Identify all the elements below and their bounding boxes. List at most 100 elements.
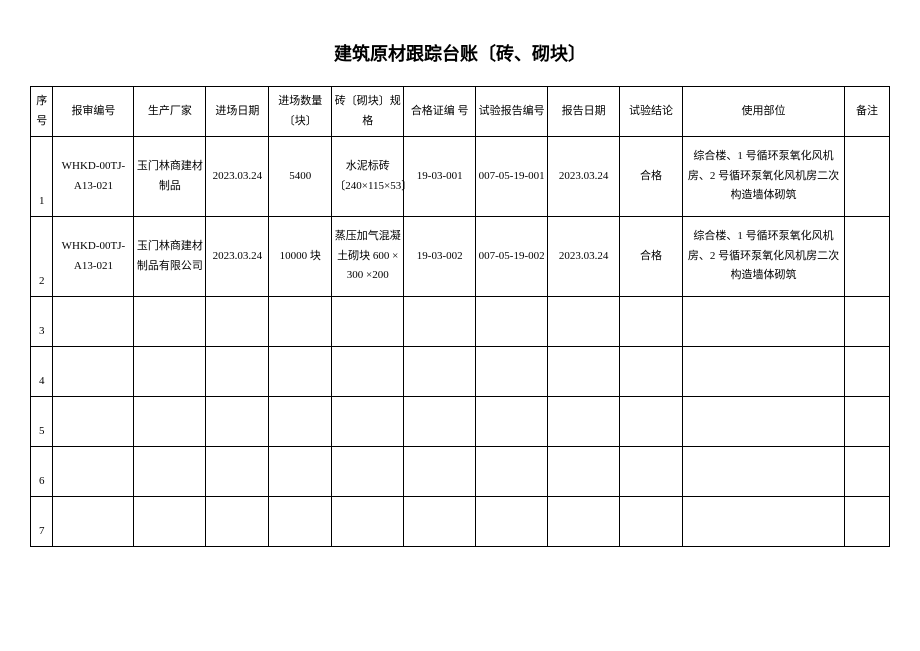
cell-manufacturer — [134, 447, 206, 497]
cell-report-no — [53, 497, 134, 547]
cell-manufacturer — [134, 497, 206, 547]
cell-date-in — [206, 397, 269, 447]
header-test-result: 试验结论 — [620, 87, 683, 137]
cell-remark — [844, 217, 889, 297]
cell-cert-no — [404, 347, 476, 397]
cell-test-result — [620, 447, 683, 497]
cell-report-date: 2023.03.24 — [548, 137, 620, 217]
cell-report-no: WHKD-00TJ-A13-021 — [53, 137, 134, 217]
cell-seq: 2 — [31, 217, 53, 297]
cell-remark — [844, 397, 889, 447]
table-row: 2 WHKD-00TJ-A13-021 玉门林商建材制品有限公司 2023.03… — [31, 217, 890, 297]
header-spec: 砖〔砌块〕规格 — [332, 87, 404, 137]
cell-quantity — [269, 397, 332, 447]
cell-test-result — [620, 347, 683, 397]
table-row: 7 — [31, 497, 890, 547]
cell-report-date — [548, 447, 620, 497]
cell-date-in: 2023.03.24 — [206, 217, 269, 297]
header-date-in: 进场日期 — [206, 87, 269, 137]
cell-manufacturer — [134, 397, 206, 447]
cell-seq: 5 — [31, 397, 53, 447]
cell-usage: 综合楼、1 号循环泵氧化风机房、2 号循环泵氧化风机房二次构造墙体砌筑 — [683, 217, 845, 297]
cell-report-no — [53, 397, 134, 447]
table-row: 5 — [31, 397, 890, 447]
cell-seq: 4 — [31, 347, 53, 397]
header-report-date: 报告日期 — [548, 87, 620, 137]
cell-date-in — [206, 497, 269, 547]
cell-report-no — [53, 297, 134, 347]
cell-manufacturer — [134, 347, 206, 397]
cell-remark — [844, 347, 889, 397]
cell-test-report-no: 007-05-19-001 — [476, 137, 548, 217]
table-header-row: 序号 报审编号 生产厂家 进场日期 进场数量〔块〕 砖〔砌块〕规格 合格证编 号… — [31, 87, 890, 137]
cell-test-result — [620, 297, 683, 347]
cell-spec — [332, 347, 404, 397]
cell-spec — [332, 397, 404, 447]
cell-cert-no — [404, 497, 476, 547]
table-row: 6 — [31, 447, 890, 497]
cell-usage: 综合楼、1 号循环泵氧化风机房、2 号循环泵氧化风机房二次构造墙体砌筑 — [683, 137, 845, 217]
cell-report-date — [548, 297, 620, 347]
cell-quantity — [269, 497, 332, 547]
cell-test-result: 合格 — [620, 137, 683, 217]
cell-quantity — [269, 347, 332, 397]
cell-spec — [332, 297, 404, 347]
cell-manufacturer: 玉门林商建材制品有限公司 — [134, 217, 206, 297]
cell-test-report-no — [476, 347, 548, 397]
cell-quantity: 10000 块 — [269, 217, 332, 297]
table-row: 1 WHKD-00TJ-A13-021 玉门林商建材制品 2023.03.24 … — [31, 137, 890, 217]
cell-report-no — [53, 447, 134, 497]
cell-quantity — [269, 447, 332, 497]
cell-cert-no: 19-03-001 — [404, 137, 476, 217]
header-seq: 序号 — [31, 87, 53, 137]
cell-cert-no — [404, 297, 476, 347]
cell-spec — [332, 447, 404, 497]
cell-test-report-no — [476, 497, 548, 547]
header-remark: 备注 — [844, 87, 889, 137]
cell-seq: 6 — [31, 447, 53, 497]
header-quantity: 进场数量〔块〕 — [269, 87, 332, 137]
cell-date-in — [206, 297, 269, 347]
cell-usage — [683, 447, 845, 497]
cell-manufacturer — [134, 297, 206, 347]
cell-remark — [844, 497, 889, 547]
cell-cert-no — [404, 397, 476, 447]
cell-remark — [844, 137, 889, 217]
cell-report-no — [53, 347, 134, 397]
cell-cert-no — [404, 447, 476, 497]
cell-usage — [683, 497, 845, 547]
cell-test-result — [620, 397, 683, 447]
cell-quantity — [269, 297, 332, 347]
header-usage: 使用部位 — [683, 87, 845, 137]
cell-quantity: 5400 — [269, 137, 332, 217]
cell-report-date — [548, 347, 620, 397]
cell-test-report-no: 007-05-19-002 — [476, 217, 548, 297]
cell-report-date — [548, 497, 620, 547]
cell-test-report-no — [476, 397, 548, 447]
cell-test-result — [620, 497, 683, 547]
header-cert-no: 合格证编 号 — [404, 87, 476, 137]
material-tracking-table: 序号 报审编号 生产厂家 进场日期 进场数量〔块〕 砖〔砌块〕规格 合格证编 号… — [30, 86, 890, 547]
cell-date-in — [206, 347, 269, 397]
cell-report-no: WHKD-00TJ-A13-021 — [53, 217, 134, 297]
cell-remark — [844, 297, 889, 347]
cell-usage — [683, 347, 845, 397]
cell-cert-no: 19-03-002 — [404, 217, 476, 297]
cell-report-date — [548, 397, 620, 447]
cell-report-date: 2023.03.24 — [548, 217, 620, 297]
cell-date-in — [206, 447, 269, 497]
cell-date-in: 2023.03.24 — [206, 137, 269, 217]
header-report-no: 报审编号 — [53, 87, 134, 137]
cell-test-report-no — [476, 447, 548, 497]
cell-seq: 3 — [31, 297, 53, 347]
header-manufacturer: 生产厂家 — [134, 87, 206, 137]
table-row: 3 — [31, 297, 890, 347]
cell-spec: 水泥标砖〔240×115×53〕 — [332, 137, 404, 217]
cell-test-result: 合格 — [620, 217, 683, 297]
cell-seq: 1 — [31, 137, 53, 217]
cell-spec — [332, 497, 404, 547]
cell-spec: 蒸压加气混凝土砌块 600 × 300 ×200 — [332, 217, 404, 297]
table-row: 4 — [31, 347, 890, 397]
page-title: 建筑原材跟踪台账〔砖、砌块〕 — [30, 40, 890, 66]
cell-test-report-no — [476, 297, 548, 347]
